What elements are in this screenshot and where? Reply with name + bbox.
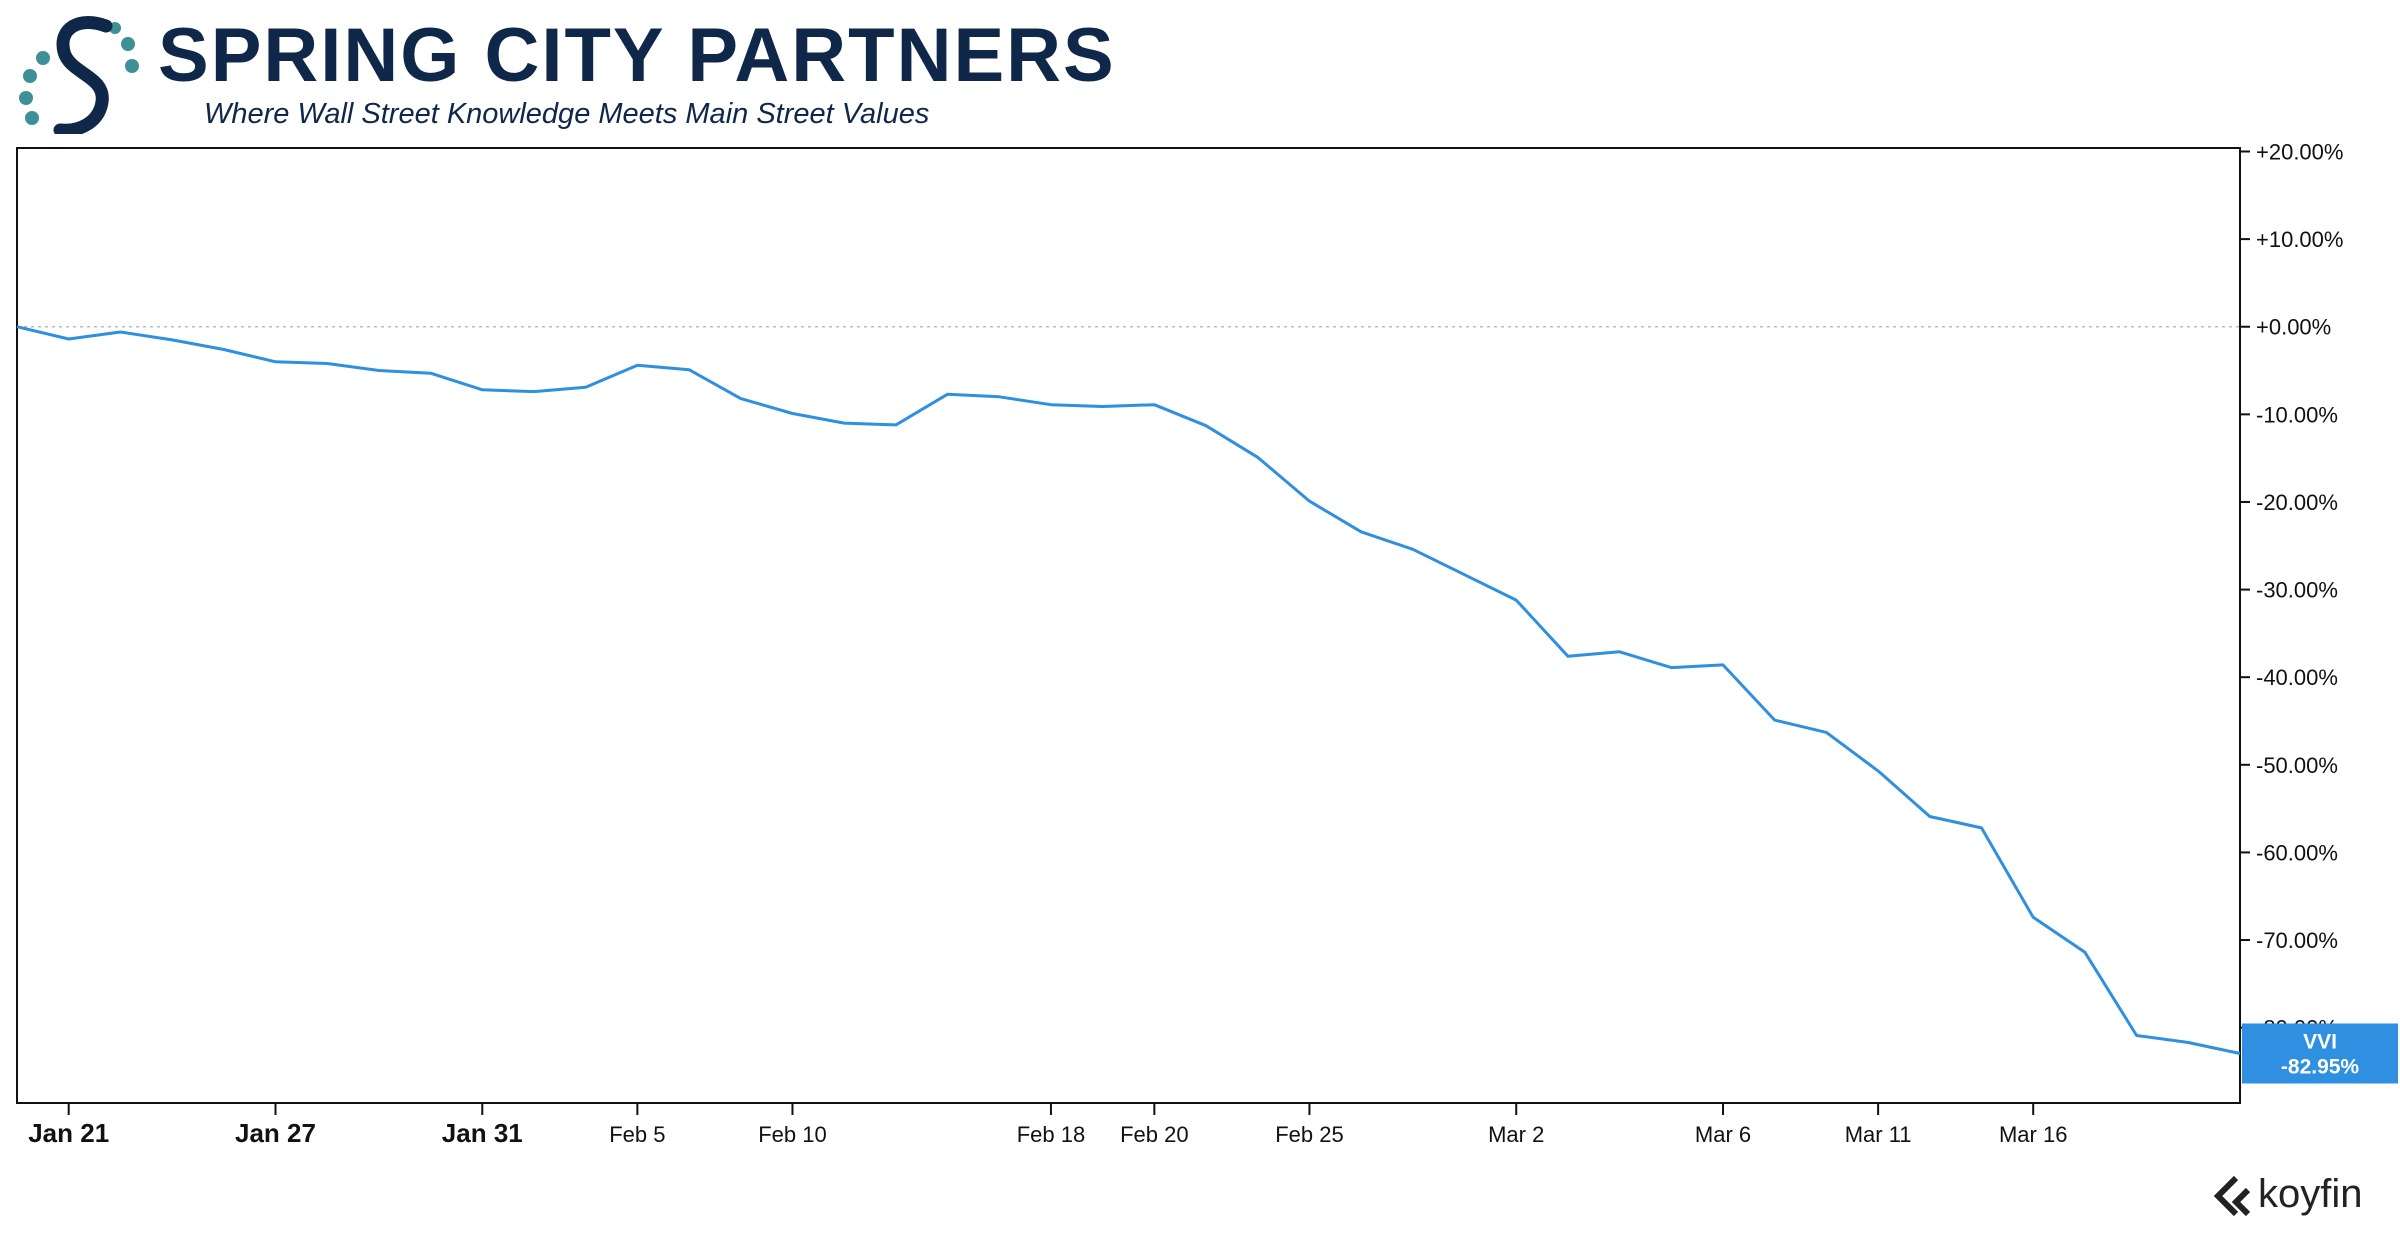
x-tick-label: Jan 21 — [28, 1118, 109, 1148]
x-tick-label: Feb 25 — [1275, 1122, 1344, 1147]
x-tick-label: Jan 27 — [235, 1118, 316, 1148]
last-value-badge-bg — [2242, 1023, 2398, 1084]
koyfin-wordmark: koyfin — [2258, 1172, 2363, 1216]
brand-tagline: Where Wall Street Knowledge Meets Main S… — [204, 98, 930, 130]
y-tick-label: -10.00% — [2256, 402, 2338, 427]
y-tick-label: +10.00% — [2256, 227, 2343, 252]
x-tick-label: Feb 5 — [609, 1122, 665, 1147]
koyfin-watermark: koyfin — [2212, 1170, 2392, 1226]
x-tick-label: Mar 2 — [1488, 1122, 1544, 1147]
y-tick-label: -60.00% — [2256, 840, 2338, 865]
y-tick-label: -30.00% — [2256, 578, 2338, 603]
brand-header: SPRING CITY PARTNERS Where Wall Street K… — [0, 0, 1200, 140]
spring-city-logo-icon — [19, 15, 139, 134]
x-tick-label: Feb 20 — [1120, 1122, 1189, 1147]
x-tick-label: Jan 31 — [442, 1118, 523, 1148]
y-tick-label: -70.00% — [2256, 928, 2338, 953]
y-tick-label: +0.00% — [2256, 315, 2331, 340]
x-tick-label: Feb 10 — [758, 1122, 827, 1147]
y-tick-label: +20.00% — [2256, 140, 2343, 165]
y-tick-label: -20.00% — [2256, 490, 2338, 515]
plot-frame — [16, 147, 2241, 1104]
x-tick-label: Feb 18 — [1017, 1122, 1086, 1147]
series-name-label: VVI — [2303, 1030, 2337, 1053]
x-tick-label: Mar 11 — [1845, 1122, 1912, 1147]
koyfin-chevron-icon — [2213, 1175, 2251, 1217]
brand-name: SPRING CITY PARTNERS — [158, 13, 1116, 98]
x-tick-label: Mar 6 — [1695, 1122, 1751, 1147]
last-value-badge: VVI-82.95% — [2242, 1023, 2398, 1084]
y-tick-label: -40.00% — [2256, 665, 2338, 690]
last-value-label: -82.95% — [2281, 1055, 2360, 1078]
series-line-vvi — [16, 325, 2241, 1055]
y-tick-label: -50.00% — [2256, 753, 2338, 778]
x-tick-label: Mar 16 — [1999, 1122, 2067, 1147]
